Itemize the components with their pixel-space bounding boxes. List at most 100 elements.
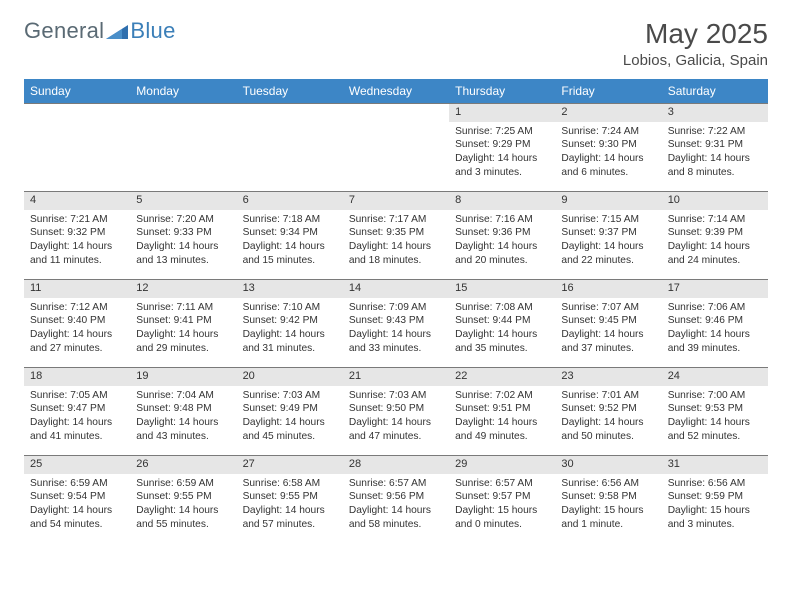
sunrise-line: Sunrise: 7:07 AM <box>561 301 655 315</box>
calendar-body: 123Sunrise: 7:25 AMSunset: 9:29 PMDaylig… <box>24 104 768 544</box>
sunset-line: Sunset: 9:36 PM <box>455 226 549 240</box>
daylight-line: Daylight: 14 hours and 58 minutes. <box>349 504 443 532</box>
weekday-header: Saturday <box>662 79 768 104</box>
sunrise-line: Sunrise: 7:00 AM <box>668 389 762 403</box>
sunset-line: Sunset: 9:46 PM <box>668 314 762 328</box>
day-number-cell: 7 <box>343 192 449 210</box>
day-number-cell: 14 <box>343 280 449 298</box>
sunset-line: Sunset: 9:50 PM <box>349 402 443 416</box>
day-content-cell: Sunrise: 7:02 AMSunset: 9:51 PMDaylight:… <box>449 386 555 456</box>
day-content-cell: Sunrise: 6:57 AMSunset: 9:56 PMDaylight:… <box>343 474 449 544</box>
sunrise-line: Sunrise: 6:57 AM <box>455 477 549 491</box>
weekday-row: SundayMondayTuesdayWednesdayThursdayFrid… <box>24 79 768 104</box>
sunrise-line: Sunrise: 7:03 AM <box>243 389 337 403</box>
daylight-line: Daylight: 14 hours and 47 minutes. <box>349 416 443 444</box>
sunset-line: Sunset: 9:44 PM <box>455 314 549 328</box>
sunset-line: Sunset: 9:47 PM <box>30 402 124 416</box>
day-number-cell: 29 <box>449 456 555 474</box>
day-content-cell: Sunrise: 7:01 AMSunset: 9:52 PMDaylight:… <box>555 386 661 456</box>
sunset-line: Sunset: 9:45 PM <box>561 314 655 328</box>
day-content-cell: Sunrise: 7:14 AMSunset: 9:39 PMDaylight:… <box>662 210 768 280</box>
sunset-line: Sunset: 9:31 PM <box>668 138 762 152</box>
day-content-cell: Sunrise: 7:25 AMSunset: 9:29 PMDaylight:… <box>449 122 555 192</box>
sunrise-line: Sunrise: 7:24 AM <box>561 125 655 139</box>
daylight-line: Daylight: 14 hours and 39 minutes. <box>668 328 762 356</box>
day-content-cell <box>24 122 130 192</box>
sunset-line: Sunset: 9:52 PM <box>561 402 655 416</box>
daylight-line: Daylight: 14 hours and 31 minutes. <box>243 328 337 356</box>
sunset-line: Sunset: 9:55 PM <box>136 490 230 504</box>
sunset-line: Sunset: 9:34 PM <box>243 226 337 240</box>
daylight-line: Daylight: 15 hours and 3 minutes. <box>668 504 762 532</box>
sunrise-line: Sunrise: 6:57 AM <box>349 477 443 491</box>
sunrise-line: Sunrise: 7:10 AM <box>243 301 337 315</box>
day-content-cell <box>343 122 449 192</box>
daylight-line: Daylight: 14 hours and 54 minutes. <box>30 504 124 532</box>
sunrise-line: Sunrise: 7:22 AM <box>668 125 762 139</box>
weekday-header: Thursday <box>449 79 555 104</box>
sunset-line: Sunset: 9:55 PM <box>243 490 337 504</box>
day-content-cell: Sunrise: 7:24 AMSunset: 9:30 PMDaylight:… <box>555 122 661 192</box>
daynum-row: 11121314151617 <box>24 280 768 298</box>
daynum-row: 25262728293031 <box>24 456 768 474</box>
day-content-cell: Sunrise: 6:59 AMSunset: 9:55 PMDaylight:… <box>130 474 236 544</box>
day-content-cell: Sunrise: 7:06 AMSunset: 9:46 PMDaylight:… <box>662 298 768 368</box>
weekday-header: Tuesday <box>237 79 343 104</box>
day-content-cell: Sunrise: 6:59 AMSunset: 9:54 PMDaylight:… <box>24 474 130 544</box>
daylight-line: Daylight: 14 hours and 3 minutes. <box>455 152 549 180</box>
daylight-line: Daylight: 14 hours and 50 minutes. <box>561 416 655 444</box>
sunrise-line: Sunrise: 7:18 AM <box>243 213 337 227</box>
sunset-line: Sunset: 9:49 PM <box>243 402 337 416</box>
daylight-line: Daylight: 14 hours and 29 minutes. <box>136 328 230 356</box>
sunset-line: Sunset: 9:42 PM <box>243 314 337 328</box>
day-number-cell: 13 <box>237 280 343 298</box>
day-number-cell <box>343 104 449 122</box>
sunset-line: Sunset: 9:29 PM <box>455 138 549 152</box>
location-text: Lobios, Galicia, Spain <box>623 52 768 69</box>
daylight-line: Daylight: 14 hours and 8 minutes. <box>668 152 762 180</box>
sunrise-line: Sunrise: 7:21 AM <box>30 213 124 227</box>
day-content-cell: Sunrise: 7:04 AMSunset: 9:48 PMDaylight:… <box>130 386 236 456</box>
day-content-cell: Sunrise: 7:08 AMSunset: 9:44 PMDaylight:… <box>449 298 555 368</box>
sunset-line: Sunset: 9:56 PM <box>349 490 443 504</box>
day-content-cell: Sunrise: 6:58 AMSunset: 9:55 PMDaylight:… <box>237 474 343 544</box>
page-header: General Blue May 2025 Lobios, Galicia, S… <box>24 18 768 69</box>
daylight-line: Daylight: 14 hours and 20 minutes. <box>455 240 549 268</box>
sunset-line: Sunset: 9:33 PM <box>136 226 230 240</box>
weekday-header: Wednesday <box>343 79 449 104</box>
day-content-cell: Sunrise: 7:15 AMSunset: 9:37 PMDaylight:… <box>555 210 661 280</box>
calendar-head: SundayMondayTuesdayWednesdayThursdayFrid… <box>24 79 768 104</box>
brand-text-blue: Blue <box>130 18 175 44</box>
day-number-cell: 9 <box>555 192 661 210</box>
sunset-line: Sunset: 9:53 PM <box>668 402 762 416</box>
day-content-cell: Sunrise: 7:20 AMSunset: 9:33 PMDaylight:… <box>130 210 236 280</box>
daylight-line: Daylight: 14 hours and 18 minutes. <box>349 240 443 268</box>
sunrise-line: Sunrise: 6:56 AM <box>561 477 655 491</box>
day-number-cell: 21 <box>343 368 449 386</box>
day-content-cell: Sunrise: 7:07 AMSunset: 9:45 PMDaylight:… <box>555 298 661 368</box>
content-row: Sunrise: 7:25 AMSunset: 9:29 PMDaylight:… <box>24 122 768 192</box>
day-content-cell: Sunrise: 7:16 AMSunset: 9:36 PMDaylight:… <box>449 210 555 280</box>
sunrise-line: Sunrise: 7:09 AM <box>349 301 443 315</box>
day-number-cell: 24 <box>662 368 768 386</box>
day-number-cell: 22 <box>449 368 555 386</box>
day-number-cell <box>237 104 343 122</box>
daylight-line: Daylight: 14 hours and 13 minutes. <box>136 240 230 268</box>
day-number-cell: 18 <box>24 368 130 386</box>
sunrise-line: Sunrise: 7:04 AM <box>136 389 230 403</box>
daylight-line: Daylight: 14 hours and 33 minutes. <box>349 328 443 356</box>
day-number-cell: 3 <box>662 104 768 122</box>
day-number-cell: 10 <box>662 192 768 210</box>
day-content-cell: Sunrise: 7:03 AMSunset: 9:50 PMDaylight:… <box>343 386 449 456</box>
sunset-line: Sunset: 9:57 PM <box>455 490 549 504</box>
calendar-page: General Blue May 2025 Lobios, Galicia, S… <box>0 0 792 562</box>
sunrise-line: Sunrise: 7:11 AM <box>136 301 230 315</box>
daylight-line: Daylight: 14 hours and 24 minutes. <box>668 240 762 268</box>
day-number-cell: 27 <box>237 456 343 474</box>
day-content-cell: Sunrise: 6:56 AMSunset: 9:59 PMDaylight:… <box>662 474 768 544</box>
sunrise-line: Sunrise: 6:56 AM <box>668 477 762 491</box>
month-title: May 2025 <box>623 18 768 50</box>
sunrise-line: Sunrise: 7:02 AM <box>455 389 549 403</box>
day-number-cell: 4 <box>24 192 130 210</box>
day-number-cell: 23 <box>555 368 661 386</box>
